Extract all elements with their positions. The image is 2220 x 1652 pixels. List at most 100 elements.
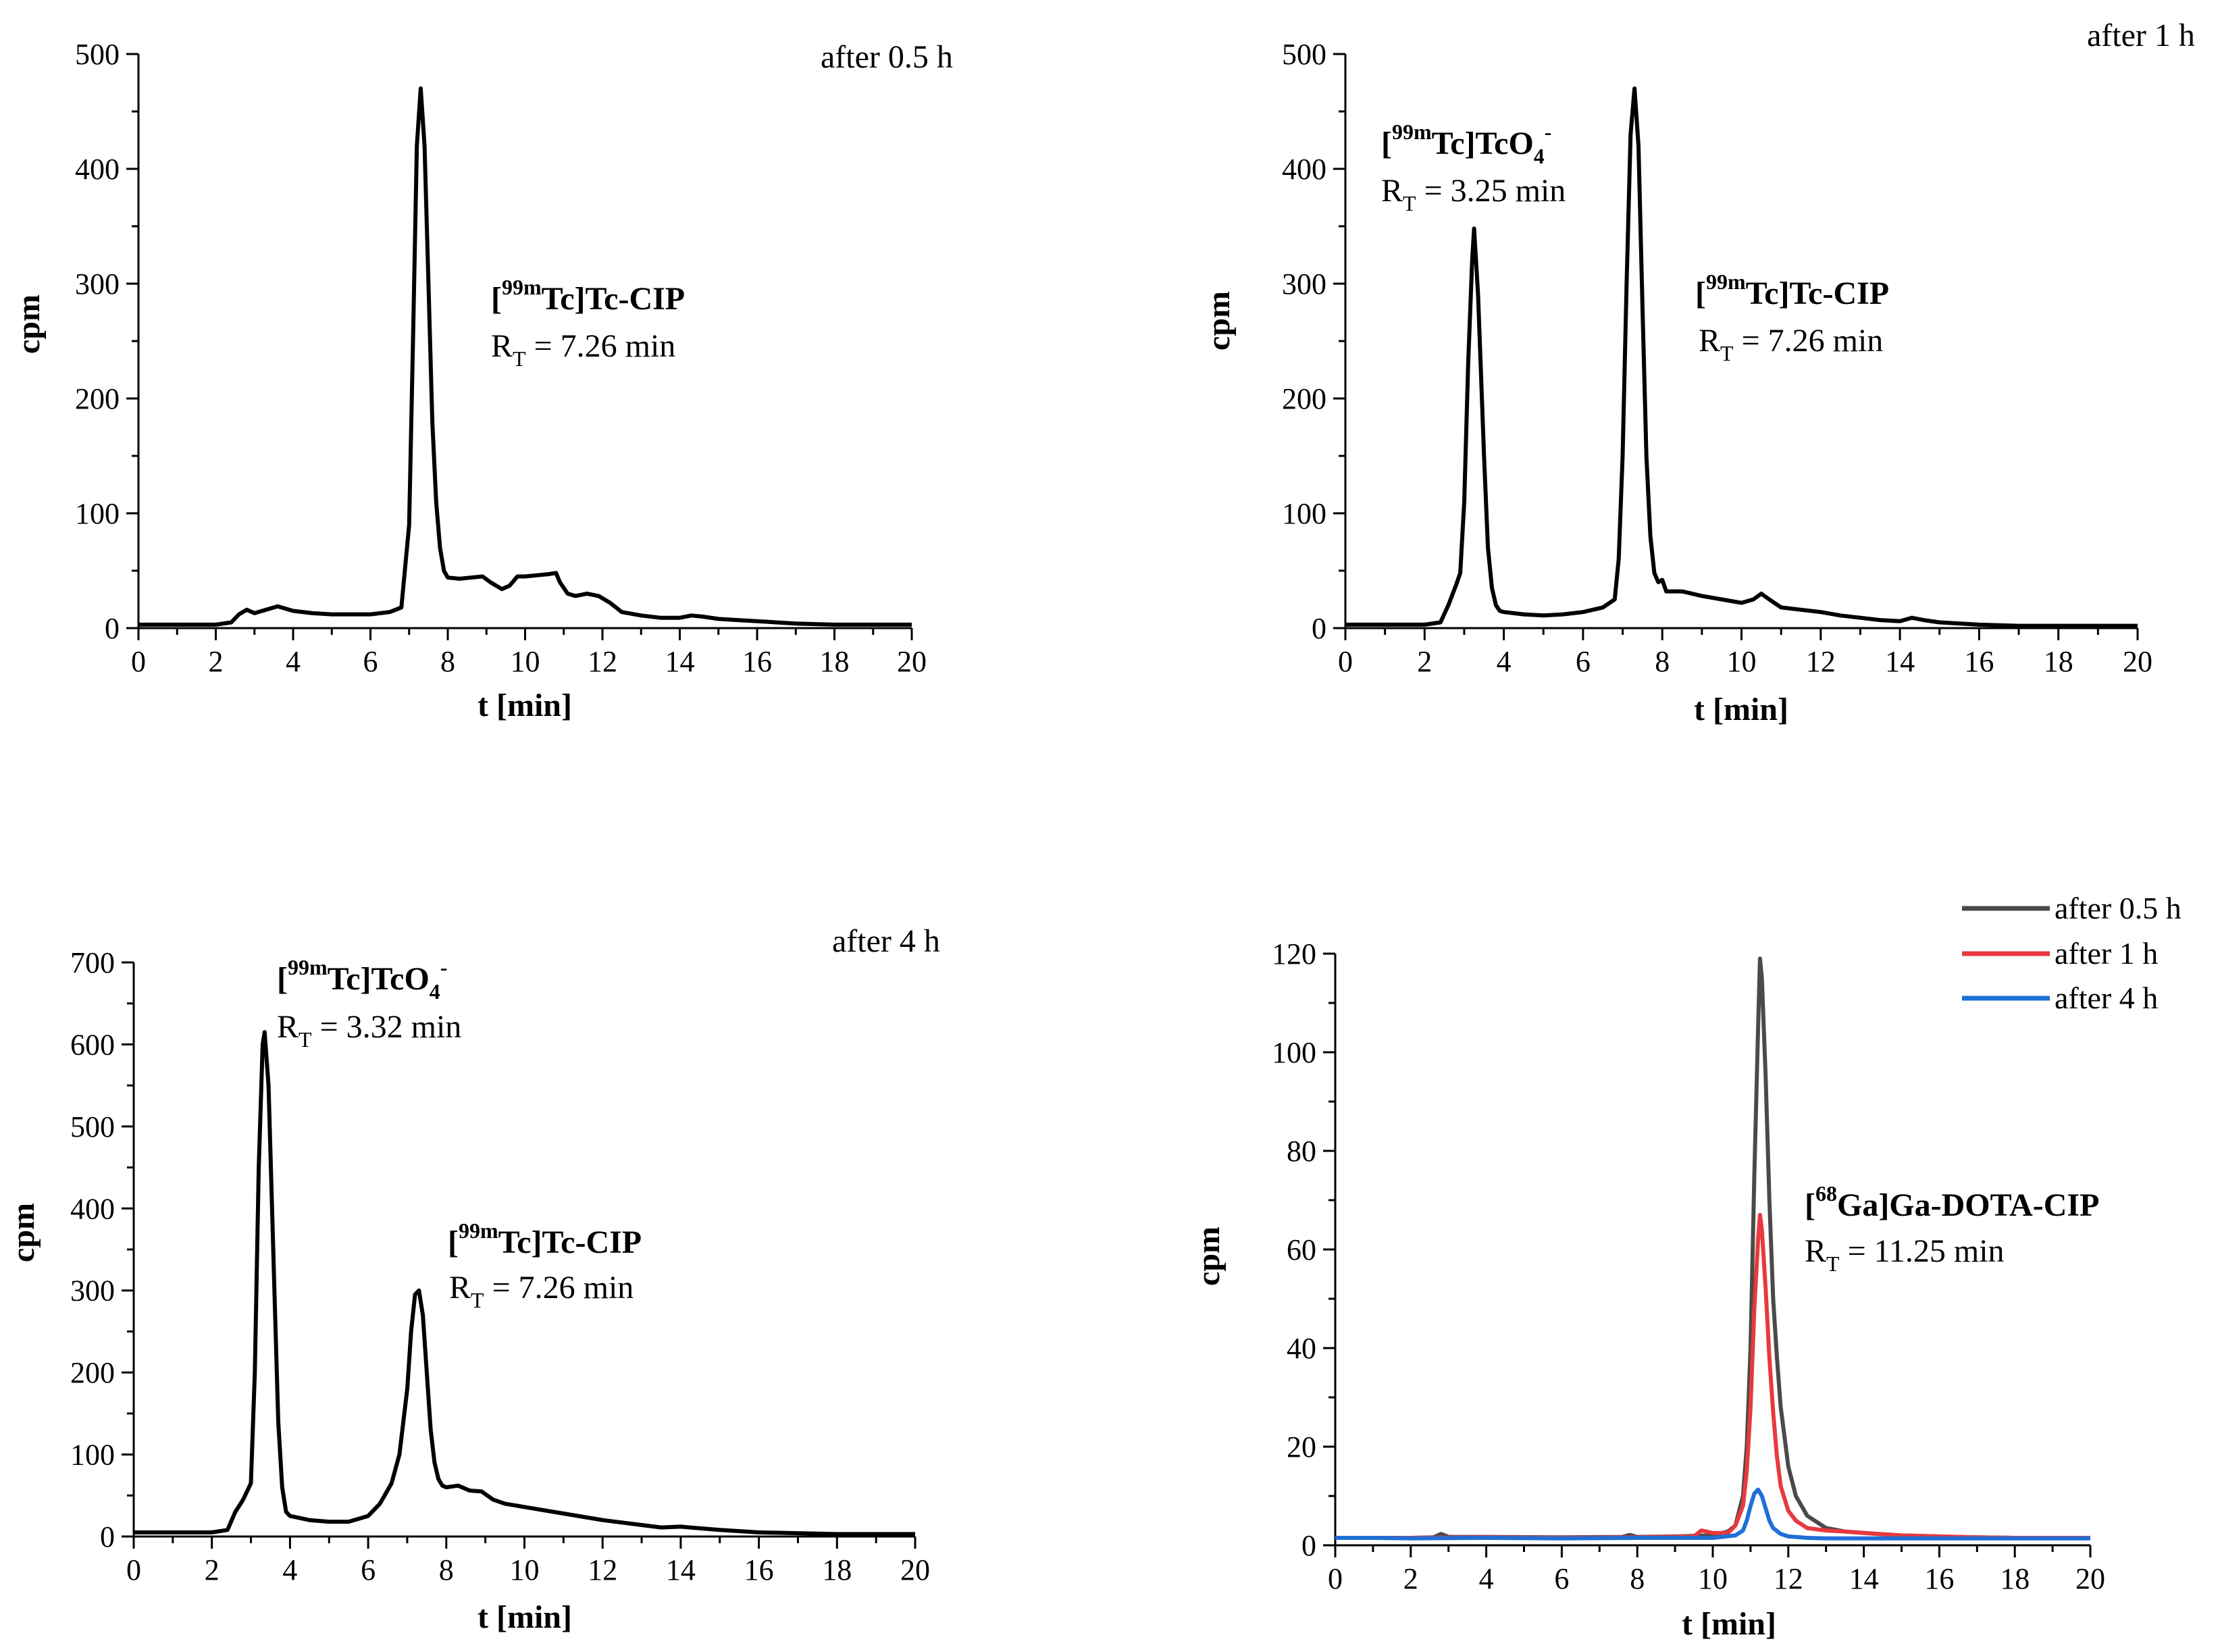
y-tick-labels: 0 100 200 300 400 500 xyxy=(75,38,120,645)
y-tick-label: 200 xyxy=(1282,382,1326,415)
x-tick-label: 18 xyxy=(2000,1562,2030,1595)
x-tick-label: 18 xyxy=(822,1553,852,1586)
x-tick-label: 6 xyxy=(1554,1562,1569,1595)
x-tick-label: 2 xyxy=(1417,645,1432,678)
y-tick-label: 100 xyxy=(1272,1036,1316,1069)
y-tick-labels: 0 20 40 60 80 100 120 xyxy=(1272,937,1316,1562)
chart-after-1h: 0 100 200 300 400 500 0 2 4 6 8 10 12 14 16 18 20 after… xyxy=(1201,18,2195,727)
x-tick-label: 12 xyxy=(1774,1562,1803,1595)
annotation-retention-time: RT = 7.26 min xyxy=(449,1270,634,1312)
y-tick-label: 100 xyxy=(1282,497,1326,530)
annotation-pertechnetate-rt: RT = 3.32 min xyxy=(277,1009,461,1052)
x-tick-label: 14 xyxy=(665,645,695,678)
x-tick-label: 8 xyxy=(439,1553,454,1586)
annotation-pertechnetate-name: [99mTc]TcO4- xyxy=(1381,120,1551,168)
y-tick-label: 100 xyxy=(75,497,120,530)
x-tick-label: 2 xyxy=(1403,1562,1418,1595)
y-axis-title: cpm xyxy=(5,1203,41,1262)
gridless-axes xyxy=(137,54,912,629)
x-axis-title: t [min] xyxy=(1682,1606,1776,1642)
x-tick-label: 0 xyxy=(131,645,146,678)
legend-label: after 1 h xyxy=(2055,936,2158,971)
tick-marks xyxy=(122,961,917,1549)
legend-item-after-1h: after 1 h xyxy=(1962,936,2158,971)
x-tick-label: 20 xyxy=(897,645,927,678)
y-tick-label: 120 xyxy=(1272,937,1316,971)
y-tick-label: 20 xyxy=(1287,1430,1316,1464)
x-tick-label: 12 xyxy=(588,645,617,678)
x-tick-label: 18 xyxy=(820,645,850,678)
y-axis-title: cpm xyxy=(11,294,47,354)
legend-label: after 0.5 h xyxy=(2055,891,2182,925)
annotation-retention-time: RT = 7.26 min xyxy=(491,328,675,371)
x-tick-label: 16 xyxy=(744,1553,774,1586)
chart-title: after 0.5 h xyxy=(821,39,953,75)
tick-marks xyxy=(126,53,913,640)
x-tick-label: 16 xyxy=(1964,645,1994,678)
x-tick-label: 8 xyxy=(1655,645,1670,678)
y-tick-label: 300 xyxy=(75,267,120,301)
x-tick-label: 16 xyxy=(1924,1562,1954,1595)
y-tick-label: 60 xyxy=(1287,1233,1316,1266)
legend-item-after-0-5h: after 0.5 h xyxy=(1962,891,2182,925)
x-tick-label: 18 xyxy=(2044,645,2073,678)
x-tick-label: 12 xyxy=(1806,645,1836,678)
x-tick-labels: 0 2 4 6 8 10 12 14 16 18 20 xyxy=(131,645,927,678)
x-tick-labels: 0 2 4 6 8 10 12 14 16 18 20 xyxy=(1338,645,2152,678)
x-tick-label: 4 xyxy=(282,1553,297,1586)
y-tick-label: 700 xyxy=(70,946,115,979)
x-tick-labels: 0 2 4 6 8 10 12 14 16 18 20 xyxy=(1328,1562,2105,1595)
legend-item-after-4h: after 4 h xyxy=(1962,981,2158,1015)
annotation-compound-name: [68Ga]Ga-DOTA-CIP xyxy=(1805,1181,2099,1223)
legend-label: after 4 h xyxy=(2055,981,2158,1015)
y-tick-label: 80 xyxy=(1287,1135,1316,1168)
y-tick-label: 500 xyxy=(75,38,120,71)
y-tick-label: 0 xyxy=(100,1520,115,1553)
y-tick-label: 400 xyxy=(75,153,120,186)
x-axis-title: t [min] xyxy=(477,1599,572,1635)
y-tick-label: 0 xyxy=(1312,612,1326,645)
x-tick-label: 20 xyxy=(2123,645,2152,678)
y-tick-labels: 0 100 200 300 400 500 xyxy=(1282,38,1326,645)
annotation-pertechnetate-rt: RT = 3.25 min xyxy=(1381,173,1566,215)
trace-after-1h xyxy=(1345,86,2138,628)
annotation-retention-time: RT = 11.25 min xyxy=(1805,1233,2005,1276)
chart-title: after 1 h xyxy=(2087,18,2195,53)
x-tick-label: 2 xyxy=(205,1553,220,1586)
y-tick-label: 600 xyxy=(70,1028,115,1061)
x-tick-label: 4 xyxy=(1479,1562,1494,1595)
x-tick-label: 0 xyxy=(1338,645,1353,678)
x-tick-label: 20 xyxy=(2075,1562,2105,1595)
y-tick-label: 100 xyxy=(70,1439,115,1472)
annotation-pertechnetate-name: [99mTc]TcO4- xyxy=(277,955,447,1004)
x-tick-label: 6 xyxy=(363,645,378,678)
y-tick-label: 0 xyxy=(105,612,120,645)
trace-after-4h xyxy=(134,1030,915,1537)
annotation-retention-time: RT = 7.26 min xyxy=(1699,323,1883,365)
annotation-compound-name: [99mTc]Tc-CIP xyxy=(1695,269,1889,311)
x-tick-labels: 0 2 4 6 8 10 12 14 16 18 20 xyxy=(126,1553,930,1586)
y-tick-label: 200 xyxy=(70,1356,115,1389)
x-tick-label: 0 xyxy=(1328,1562,1343,1595)
y-tick-labels: 0 100 200 300 400 500 600 700 xyxy=(70,946,115,1553)
x-tick-label: 16 xyxy=(742,645,772,678)
y-tick-label: 400 xyxy=(70,1192,115,1225)
x-tick-label: 14 xyxy=(1885,645,1915,678)
y-tick-label: 500 xyxy=(1282,38,1326,71)
x-tick-label: 4 xyxy=(286,645,301,678)
legend: after 0.5 h after 1 h after 4 h xyxy=(1962,891,2182,1015)
x-tick-label: 10 xyxy=(511,645,540,678)
y-axis-title: cpm xyxy=(1201,291,1237,351)
annotation-compound-name: [99mTc]Tc-CIP xyxy=(448,1218,642,1260)
x-tick-label: 10 xyxy=(1727,645,1757,678)
trace-after-4h xyxy=(1335,1487,2090,1541)
y-tick-label: 40 xyxy=(1287,1332,1316,1365)
chart-after-4h: 0 100 200 300 400 500 600 700 0 2 4 6 8 10 12 14 16 18 20… xyxy=(5,923,940,1635)
y-tick-label: 300 xyxy=(70,1274,115,1308)
x-tick-label: 10 xyxy=(1698,1562,1728,1595)
y-axis-title: cpm xyxy=(1191,1227,1227,1286)
chart-title: after 4 h xyxy=(832,923,940,959)
chart-after-0-5h: 0 100 200 300 400 500 0 2 4 6 8 10 12 14 16 18 20 after… xyxy=(11,38,953,723)
chart-ga-dota-cip: 0 20 40 60 80 100 120 0 2 4 6 8 10 12 14 16 18 20 t [min… xyxy=(1191,891,2182,1642)
